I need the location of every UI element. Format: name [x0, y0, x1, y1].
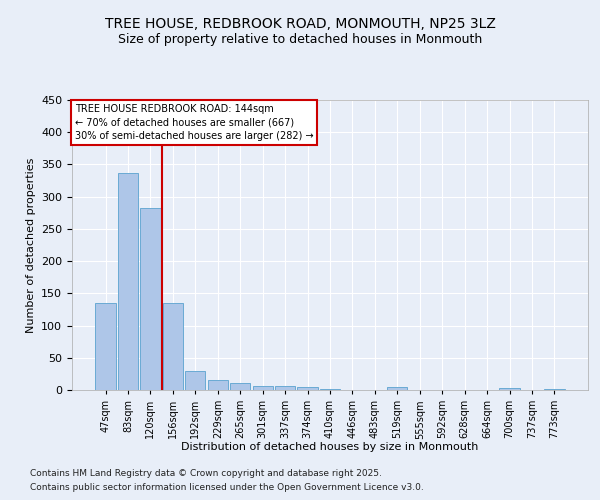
Bar [499, 388, 520, 390]
Bar [253, 386, 273, 390]
Bar [298, 387, 317, 390]
Text: TREE HOUSE, REDBROOK ROAD, MONMOUTH, NP25 3LZ: TREE HOUSE, REDBROOK ROAD, MONMOUTH, NP2… [104, 18, 496, 32]
Bar [118, 174, 138, 390]
Bar [163, 303, 183, 390]
Bar [185, 372, 205, 390]
Text: Contains HM Land Registry data © Crown copyright and database right 2025.: Contains HM Land Registry data © Crown c… [30, 468, 382, 477]
Bar [95, 303, 116, 390]
Text: Contains public sector information licensed under the Open Government Licence v3: Contains public sector information licen… [30, 484, 424, 492]
Bar [208, 380, 228, 390]
Bar [230, 383, 250, 390]
Text: Distribution of detached houses by size in Monmouth: Distribution of detached houses by size … [181, 442, 479, 452]
Y-axis label: Number of detached properties: Number of detached properties [26, 158, 35, 332]
Bar [544, 388, 565, 390]
Text: Size of property relative to detached houses in Monmouth: Size of property relative to detached ho… [118, 32, 482, 46]
Bar [275, 386, 295, 390]
Bar [140, 208, 161, 390]
Bar [387, 388, 407, 390]
Text: TREE HOUSE REDBROOK ROAD: 144sqm
← 70% of detached houses are smaller (667)
30% : TREE HOUSE REDBROOK ROAD: 144sqm ← 70% o… [74, 104, 313, 141]
